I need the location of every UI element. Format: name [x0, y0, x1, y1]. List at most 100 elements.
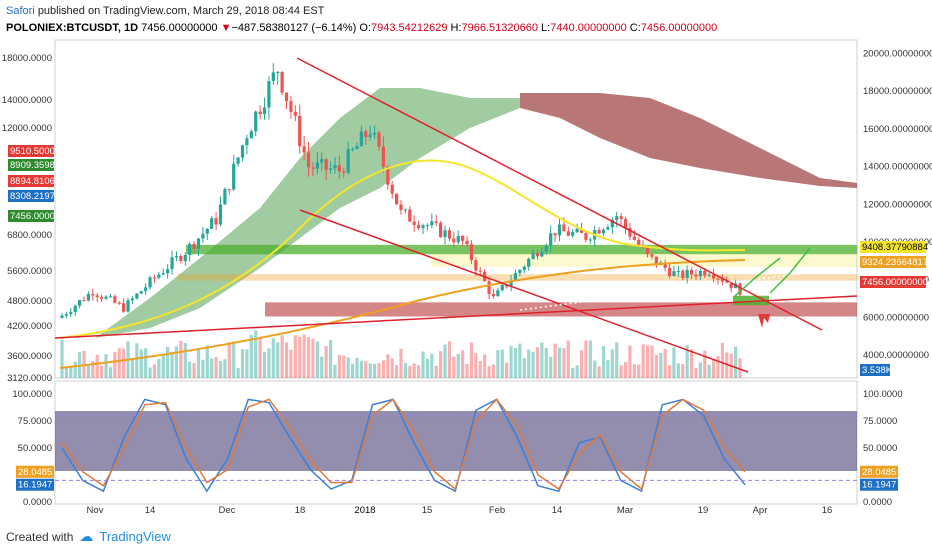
volume-bar — [685, 345, 689, 378]
stoch-right-tick: 0.0000 — [863, 497, 892, 508]
volume-bar — [368, 363, 372, 378]
volume-bar — [601, 345, 606, 378]
volume-bar — [487, 366, 491, 378]
volume-bar — [615, 342, 619, 378]
volume-bar — [513, 348, 518, 378]
volume-bar — [227, 342, 231, 378]
candle-body — [672, 271, 676, 276]
candle-body — [566, 231, 570, 236]
x-axis-tick: Nov — [87, 505, 104, 516]
candle-body — [298, 115, 302, 147]
volume-bar — [535, 346, 540, 378]
volume-bar — [421, 351, 425, 378]
candle-body — [161, 273, 165, 275]
tradingview-brand[interactable]: TradingView — [99, 529, 171, 544]
volume-bar — [157, 358, 161, 378]
volume-bar — [593, 360, 597, 378]
price-pane — [54, 39, 858, 379]
volume-bar — [144, 348, 148, 378]
volume-bar — [663, 349, 667, 378]
volume-bar — [337, 354, 341, 378]
candle-body — [284, 92, 289, 102]
volume-bar — [659, 353, 663, 378]
candle-body — [227, 189, 231, 191]
chart-svg[interactable]: 20000.00000000 18000.00000000 16000.000000… — [0, 38, 932, 518]
left-marker-badge — [8, 190, 54, 202]
candle-body — [337, 165, 341, 172]
candle-body — [64, 314, 69, 316]
volume-bar — [289, 349, 293, 378]
volume-bar — [364, 361, 368, 378]
candle-body — [597, 229, 601, 234]
candle-body — [729, 282, 733, 289]
green-projection-1 — [734, 257, 781, 297]
volume-bar — [122, 348, 126, 378]
candle-body — [122, 303, 126, 312]
candle-body — [650, 254, 654, 257]
candle-body — [157, 274, 161, 278]
x-axis-tick: 16 — [822, 505, 833, 516]
candle-body — [113, 296, 117, 303]
candle-body — [553, 233, 557, 236]
chart-area[interactable]: 20000.00000000 18000.00000000 16000.000000… — [0, 38, 932, 518]
right-marker-label: 9408.37790884 — [862, 242, 928, 253]
candle-body — [588, 239, 592, 241]
candle-body — [399, 204, 403, 211]
candle-body — [126, 300, 130, 312]
close-value: 7456.00000000 — [640, 22, 718, 34]
volume-bar — [342, 355, 346, 378]
volume-bar — [359, 360, 363, 378]
right-marker-label: 3.538K — [862, 365, 893, 376]
volume-bar — [399, 348, 403, 378]
left-marker-label: 9510.5000 — [10, 146, 55, 157]
volume-bar — [408, 366, 412, 378]
volume-bar — [69, 367, 73, 378]
candle-body — [108, 296, 113, 298]
volume-bar — [531, 351, 535, 378]
volume-bar — [148, 367, 152, 378]
volume-bar — [417, 365, 421, 378]
candle-body — [117, 302, 121, 304]
volume-bar — [672, 347, 676, 378]
stoch-marker-label: 28.0485 — [862, 467, 896, 478]
volume-bar — [733, 346, 738, 378]
candle-body — [571, 232, 575, 236]
volume-bar — [456, 353, 460, 378]
volume-bar — [606, 360, 610, 378]
orange-zone — [178, 274, 857, 281]
stoch-left-tick: 50.0000 — [18, 443, 52, 454]
candle-body — [456, 235, 460, 243]
stoch-marker-label: 16.1947 — [18, 480, 52, 491]
volume-bar — [262, 352, 267, 378]
candle-body — [421, 225, 425, 229]
volume-bar — [258, 336, 262, 378]
volume-bar — [324, 345, 328, 378]
author-link[interactable]: Safori — [6, 5, 35, 17]
volume-bar — [579, 350, 584, 378]
candle-body — [716, 278, 720, 280]
volume-bar — [223, 359, 227, 378]
candle-body — [434, 221, 438, 223]
left-axis-tick: 12000.0000 — [2, 123, 52, 134]
candle-body — [439, 222, 443, 237]
candle-body — [293, 111, 297, 116]
candle-body — [527, 258, 531, 267]
candle-body — [452, 238, 456, 243]
volume-bar — [720, 342, 724, 378]
candle-body — [579, 228, 584, 234]
candle-body — [496, 290, 500, 297]
candle-body — [478, 270, 482, 272]
candle-body — [223, 189, 227, 205]
volume-bar — [491, 364, 496, 378]
volume-bar — [403, 363, 408, 378]
x-axis-tick: 19 — [698, 505, 709, 516]
volume-bar — [518, 343, 522, 378]
volume-bar — [73, 361, 77, 378]
right-axis-tick: 16000.00000000 — [863, 124, 932, 135]
volume-bar — [478, 361, 482, 378]
volume-bar — [443, 344, 447, 378]
candle-body — [139, 291, 143, 294]
volume-bar — [346, 357, 350, 378]
tradingview-logo-icon[interactable]: ☁ — [79, 528, 94, 544]
volume-bar — [681, 364, 685, 378]
